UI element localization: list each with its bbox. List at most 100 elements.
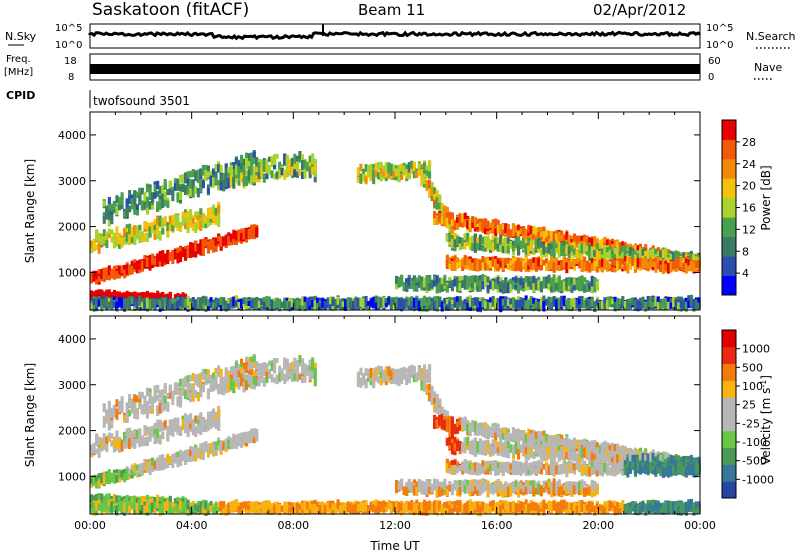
- power-cell: [453, 235, 457, 244]
- power-cell: [491, 280, 495, 291]
- power-cell: [392, 168, 396, 174]
- power-cell: [217, 164, 221, 172]
- power-cell: [423, 162, 427, 173]
- power-cell: [466, 263, 470, 270]
- power-cell: [598, 250, 602, 258]
- power-cell: [186, 248, 190, 259]
- power-cell: [519, 241, 523, 249]
- power-cell: [148, 226, 152, 237]
- power-cell: [242, 297, 246, 304]
- power-cell: [288, 297, 292, 305]
- power-cell: [153, 227, 157, 234]
- power-cell: [153, 225, 157, 231]
- power-cell: [466, 215, 470, 222]
- power-cell: [212, 177, 216, 188]
- power-cell: [227, 172, 231, 183]
- power-cell: [204, 215, 208, 223]
- power-cell: [522, 259, 526, 267]
- power-cell: [90, 240, 94, 251]
- power-cell: [247, 300, 251, 306]
- power-cell: [161, 200, 165, 209]
- power-cell: [555, 243, 559, 249]
- power-cell: [400, 274, 404, 285]
- power-cell: [156, 298, 160, 305]
- power-cell: [168, 252, 172, 261]
- power-cell: [206, 240, 210, 250]
- power-cell: [222, 237, 226, 247]
- power-cell: [489, 226, 493, 234]
- power-cell: [290, 166, 294, 176]
- power-cell: [639, 247, 643, 257]
- power-cell: [166, 189, 170, 196]
- power-cell: [151, 224, 155, 234]
- velocity-cell: [151, 408, 155, 414]
- nave-label: Nave: [754, 61, 782, 74]
- power-cell: [379, 169, 383, 181]
- power-cell: [135, 298, 139, 310]
- power-cell: [539, 232, 543, 239]
- power-cell: [440, 210, 444, 218]
- power-cell: [562, 236, 566, 247]
- power-cell: [112, 269, 116, 280]
- power-cell: [463, 212, 467, 224]
- power-cell: [481, 236, 485, 245]
- power-cell: [148, 201, 152, 208]
- power-cell: [578, 261, 582, 269]
- power-cell: [476, 258, 480, 267]
- power-cell: [158, 215, 162, 226]
- power-cell: [153, 302, 157, 310]
- power-cell: [603, 236, 607, 247]
- power-cell: [199, 297, 203, 306]
- power-cell: [649, 258, 653, 270]
- power-cell: [115, 302, 119, 309]
- power-cell: [468, 259, 472, 266]
- freq-tick-low: 8: [68, 72, 74, 83]
- power-cell: [148, 255, 152, 264]
- power-cell: [524, 246, 528, 256]
- power-cell: [511, 280, 515, 290]
- power-cell: [664, 247, 668, 259]
- power-cell: [519, 257, 523, 264]
- power-cell: [143, 301, 147, 311]
- power-cell: [374, 163, 378, 173]
- power-cell: [120, 297, 124, 309]
- power-cell: [588, 237, 592, 247]
- power-cell: [377, 172, 381, 179]
- power-cell: [227, 177, 231, 189]
- power-cell: [524, 256, 528, 265]
- nsky-panel: N.Sky 10^5 10^0 10^5 10^0 N.Search: [5, 23, 796, 51]
- power-cell: [201, 295, 205, 306]
- power-cell: [118, 292, 122, 301]
- power-cell: [242, 177, 246, 187]
- power-cell: [158, 199, 162, 210]
- power-cell: [128, 301, 132, 311]
- power-cell: [252, 172, 256, 181]
- power-cell: [257, 162, 261, 172]
- power-cell: [496, 242, 500, 249]
- power-cell: [133, 198, 137, 208]
- power-cell: [110, 203, 114, 212]
- power-cell: [468, 218, 472, 229]
- power-cell: [128, 223, 132, 234]
- power-cell: [179, 222, 183, 228]
- power-cell: [400, 174, 404, 180]
- power-cell: [496, 276, 500, 285]
- power-cell: [199, 245, 203, 256]
- power-cell: [532, 234, 536, 244]
- power-cell: [547, 238, 551, 245]
- power-cell: [227, 236, 231, 245]
- power-cell: [534, 278, 538, 288]
- power-cell: [173, 248, 177, 260]
- power-cell: [138, 295, 142, 306]
- power-cell: [171, 298, 175, 304]
- power-cell: [611, 258, 615, 266]
- power-cell: [255, 296, 259, 307]
- power-cell: [656, 251, 660, 259]
- power-cell: [501, 257, 505, 263]
- power-cell: [392, 164, 396, 173]
- power-cell: [179, 191, 183, 200]
- power-cell: [580, 285, 584, 292]
- nsearch-tick-low: 10^0: [706, 40, 733, 51]
- power-cell: [143, 200, 147, 209]
